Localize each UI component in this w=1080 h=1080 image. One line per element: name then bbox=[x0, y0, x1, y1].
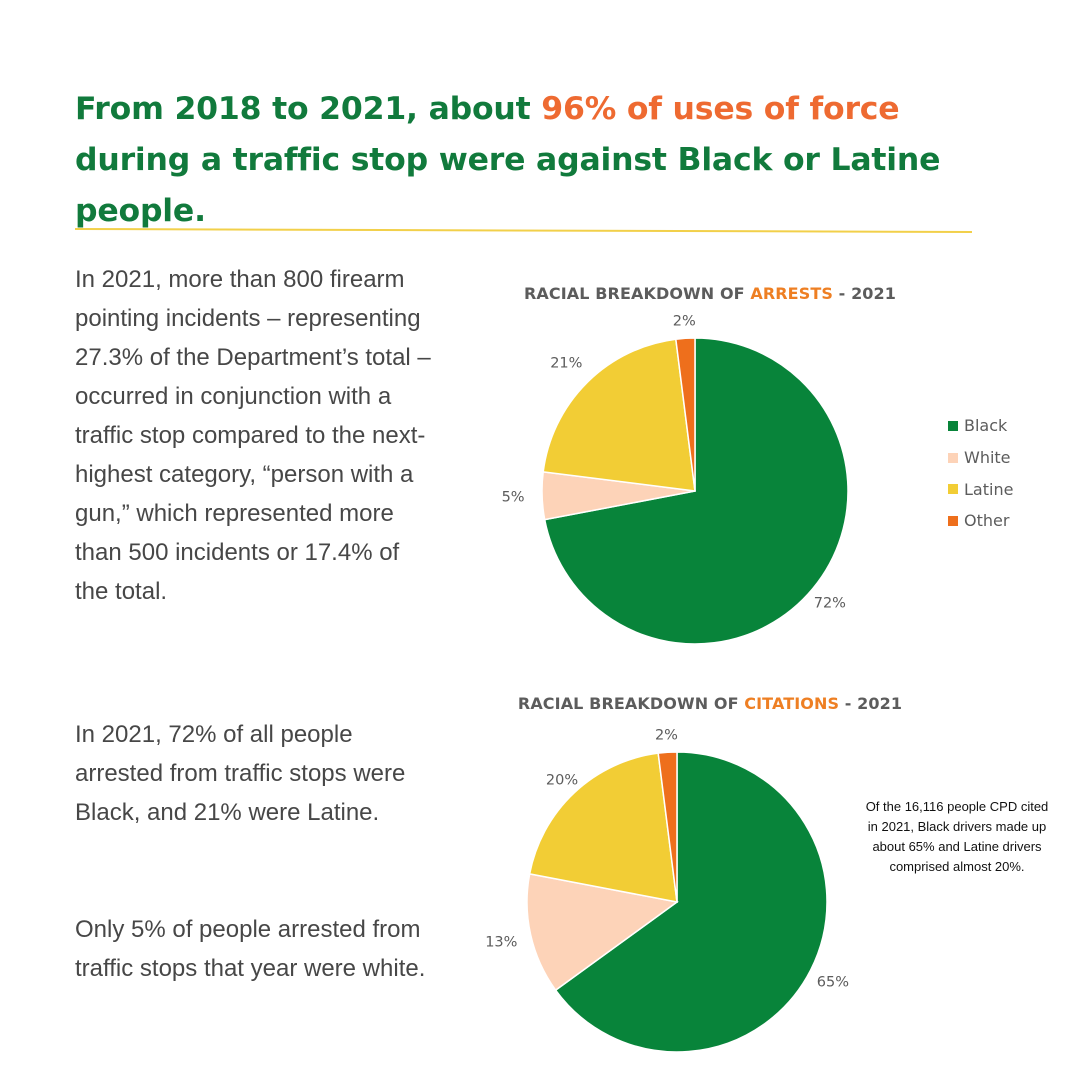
legend-swatch-latine bbox=[948, 484, 958, 495]
legend-label-white: White bbox=[964, 448, 1011, 468]
chart-title-citations-prefix: RACIAL BREAKDOWN OF bbox=[517, 694, 745, 713]
pie-arrests-label-black: 72% bbox=[814, 596, 846, 612]
legend-item-latine: Latine bbox=[948, 473, 1013, 505]
chart-title-citations: RACIAL BREAKDOWN OF CITATIONS - 2021 bbox=[440, 694, 980, 713]
pie-arrests-slice-latine bbox=[542, 338, 696, 492]
pie-arrests-label-other: 2% bbox=[673, 313, 696, 329]
chart-title-arrests: RACIAL BREAKDOWN OF ARRESTS - 2021 bbox=[440, 284, 980, 303]
legend-swatch-black bbox=[948, 420, 958, 431]
pie-citations-label-black: 65% bbox=[817, 974, 849, 990]
divider bbox=[75, 228, 972, 233]
legend-label-black: Black bbox=[964, 416, 1008, 436]
pie-citations-label-white: 13% bbox=[485, 934, 517, 950]
chart-title-arrests-highlight: ARRESTS bbox=[750, 284, 833, 303]
legend: Black White Latine Other bbox=[948, 410, 1013, 537]
pie-citations-slice-other bbox=[657, 751, 678, 903]
pie-arrests-label-latine: 21% bbox=[550, 355, 582, 371]
divider-line bbox=[75, 228, 972, 233]
legend-label-other: Other bbox=[964, 511, 1010, 531]
legend-item-black: Black bbox=[948, 410, 1013, 442]
pie-citations-slice-latine bbox=[528, 752, 678, 903]
pie-citations-label-other: 2% bbox=[655, 727, 678, 743]
legend-item-other: Other bbox=[948, 505, 1013, 537]
chart-title-citations-highlight: CITATIONS bbox=[744, 694, 840, 713]
chart-title-citations-suffix: - 2021 bbox=[839, 694, 903, 713]
pie-arrests-slice-other bbox=[674, 337, 696, 492]
pie-arrests-slice-black bbox=[543, 337, 849, 645]
pie-citations-label-latine: 20% bbox=[546, 773, 578, 789]
chart-title-arrests-prefix: RACIAL BREAKDOWN OF bbox=[523, 284, 751, 303]
legend-swatch-other bbox=[948, 515, 958, 526]
citations-note: Of the 16,116 people CPD cited in 2021, … bbox=[865, 799, 1049, 874]
legend-label-latine: Latine bbox=[964, 479, 1014, 499]
legend-swatch-white bbox=[948, 452, 958, 463]
pie-arrests-label-white: 5% bbox=[502, 490, 525, 506]
body-paragraph-white: Only 5% of people arrested from traffic … bbox=[75, 916, 426, 982]
pie-chart-citations: 65% 13% 20% 2% bbox=[485, 727, 849, 1053]
headline-part1: From 2018 to 2021, about bbox=[75, 91, 542, 127]
body-paragraph-arrests: In 2021, 72% of all people arrested from… bbox=[75, 721, 406, 826]
headline-part2: during a traffic stop were against Black… bbox=[75, 142, 941, 229]
legend-item-white: White bbox=[948, 442, 1013, 474]
chart-title-arrests-suffix: - 2021 bbox=[832, 284, 896, 303]
pie-chart-arrests: 72% 5% 21% 2% bbox=[502, 313, 849, 645]
pie-citations-slice-black bbox=[554, 751, 828, 1053]
headline-highlight: 96% of uses of force bbox=[541, 91, 900, 127]
body-paragraph-firearm: In 2021, more than 800 firearm pointing … bbox=[75, 266, 431, 605]
pie-citations-slice-white bbox=[526, 873, 679, 992]
headline: From 2018 to 2021, about 96% of uses of … bbox=[75, 84, 1005, 237]
